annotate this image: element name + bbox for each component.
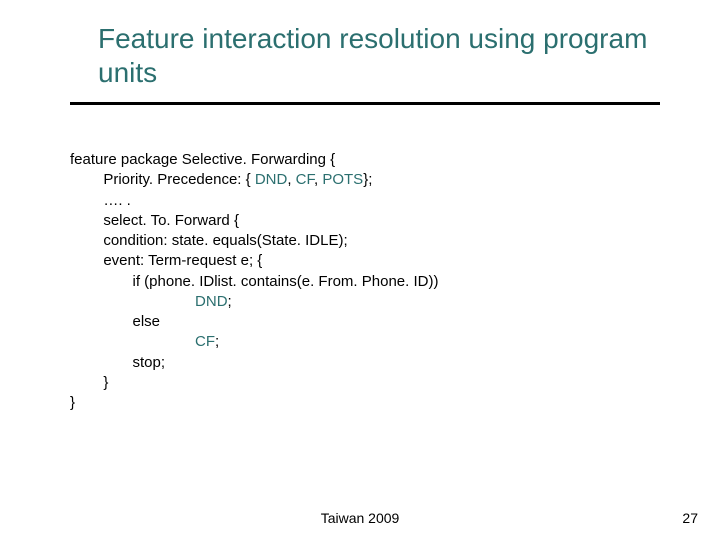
code-line: else [70,312,660,332]
code-line: …. . [70,191,660,211]
keyword-dnd: DND [195,293,228,310]
code-line: event: Term-request e; { [70,251,660,271]
code-line: } [70,393,660,413]
code-line: select. To. Forward { [70,211,660,231]
code-line: Priority. Precedence: { DND, CF, POTS}; [70,170,660,190]
keyword-cf: CF [296,171,314,188]
keyword-cf: CF [195,333,215,350]
code-line: CF; [70,332,660,352]
code-line: if (phone. IDlist. contains(e. From. Pho… [70,272,660,292]
footer-text: Taiwan 2009 [0,510,720,526]
code-line: stop; [70,353,660,373]
code-line: condition: state. equals(State. IDLE); [70,231,660,251]
code-listing: feature package Selective. Forwarding { … [70,150,660,413]
keyword-pots: POTS [322,171,363,188]
code-line: } [70,373,660,393]
page-number: 27 [682,510,698,526]
code-line: DND; [70,292,660,312]
slide-title: Feature interaction resolution using pro… [98,22,658,89]
title-underline [70,102,660,105]
keyword-dnd: DND [255,171,288,188]
code-line: feature package Selective. Forwarding { [70,150,660,170]
